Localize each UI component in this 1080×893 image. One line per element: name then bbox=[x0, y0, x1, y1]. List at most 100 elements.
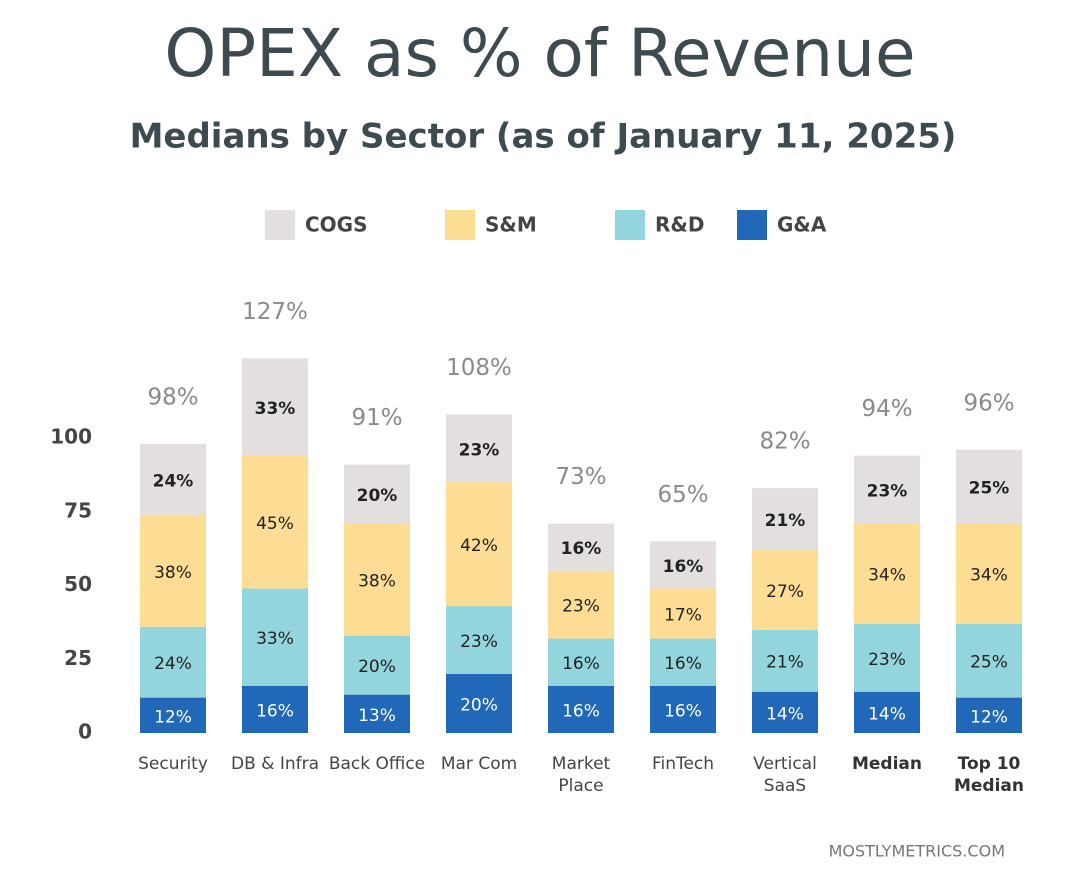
data-label: 27% bbox=[766, 582, 804, 602]
bar-segment bbox=[344, 523, 410, 636]
data-label: 16% bbox=[562, 701, 600, 721]
bar-segment bbox=[956, 449, 1022, 524]
data-label: 23% bbox=[867, 482, 908, 502]
y-tick-label: 100 bbox=[50, 425, 92, 449]
bar-segment bbox=[752, 550, 818, 630]
x-tick-label: Security bbox=[138, 754, 208, 774]
bar-segment bbox=[548, 685, 614, 733]
data-label: 38% bbox=[154, 563, 192, 583]
data-label: 16% bbox=[561, 539, 602, 559]
y-tick-label: 75 bbox=[64, 498, 92, 522]
total-label: 108% bbox=[446, 355, 512, 381]
data-label: 34% bbox=[970, 566, 1008, 586]
data-label: 17% bbox=[664, 606, 702, 626]
total-label: 96% bbox=[963, 390, 1014, 416]
legend-swatch bbox=[265, 210, 295, 240]
data-label: 42% bbox=[460, 536, 498, 556]
bar-segment bbox=[854, 691, 920, 733]
data-label: 16% bbox=[256, 701, 294, 721]
data-label: 23% bbox=[460, 632, 498, 652]
source: MOSTLYMETRICS.COM bbox=[829, 842, 1005, 861]
x-tick-label: Back Office bbox=[328, 754, 426, 774]
bar-segment bbox=[548, 570, 614, 639]
data-label: 25% bbox=[970, 653, 1008, 673]
bar-segment bbox=[956, 523, 1022, 624]
y-tick-label: 25 bbox=[64, 646, 92, 670]
bar-segment bbox=[242, 588, 308, 686]
bar-segment bbox=[956, 623, 1022, 698]
legend-label: G&A bbox=[777, 213, 827, 237]
bar-segment bbox=[548, 523, 614, 571]
total-label: 91% bbox=[351, 405, 402, 431]
x-tick-label: Top 10 Median bbox=[953, 754, 1025, 796]
data-label: 25% bbox=[969, 479, 1010, 499]
x-tick-label: Median bbox=[851, 754, 923, 774]
total-label: 65% bbox=[657, 482, 708, 508]
data-label: 13% bbox=[358, 706, 396, 726]
bar-segment bbox=[344, 464, 410, 524]
data-label: 45% bbox=[256, 514, 294, 534]
x-tick-label: Vertical SaaS bbox=[753, 754, 817, 796]
total-label: 73% bbox=[555, 464, 606, 490]
bar-segment bbox=[242, 455, 308, 589]
data-label: 33% bbox=[256, 629, 294, 649]
data-label: 16% bbox=[562, 654, 600, 674]
bar-segment bbox=[752, 691, 818, 733]
bar-segment bbox=[446, 606, 512, 674]
data-label: 23% bbox=[459, 440, 500, 460]
bar-segment bbox=[752, 488, 818, 551]
bar-segment bbox=[854, 523, 920, 624]
data-label: 20% bbox=[460, 696, 498, 716]
total-label: 127% bbox=[242, 299, 308, 325]
data-label: 21% bbox=[766, 653, 804, 673]
bar-segment bbox=[140, 626, 206, 698]
bar-segment bbox=[242, 358, 308, 456]
x-tick-label: FinTech bbox=[651, 754, 715, 774]
data-label: 38% bbox=[358, 572, 396, 592]
bar-segment bbox=[446, 482, 512, 607]
bar-segment bbox=[140, 697, 206, 733]
legend-label: COGS bbox=[305, 213, 368, 237]
data-label: 16% bbox=[663, 557, 704, 577]
data-label: 14% bbox=[868, 704, 906, 724]
bar-segment bbox=[650, 588, 716, 639]
bar-segment bbox=[548, 638, 614, 686]
legend-swatch bbox=[445, 210, 475, 240]
data-label: 16% bbox=[664, 654, 702, 674]
x-tick-label: DB & Infra bbox=[231, 754, 319, 774]
bar-segment bbox=[650, 541, 716, 589]
legend-label: R&D bbox=[655, 213, 704, 237]
data-label: 20% bbox=[358, 657, 396, 677]
data-label: 12% bbox=[154, 707, 192, 727]
bar-segment bbox=[242, 685, 308, 733]
data-label: 34% bbox=[868, 566, 906, 586]
data-label: 20% bbox=[357, 486, 398, 506]
y-tick-label: 0 bbox=[78, 720, 92, 744]
data-label: 14% bbox=[766, 704, 804, 724]
total-label: 98% bbox=[147, 384, 198, 410]
bar-segment bbox=[650, 685, 716, 733]
bar-segment bbox=[650, 638, 716, 686]
total-label: 94% bbox=[861, 396, 912, 422]
bar-segment bbox=[344, 635, 410, 695]
data-label: 12% bbox=[970, 707, 1008, 727]
bar-segment bbox=[140, 514, 206, 627]
bar-segment bbox=[956, 697, 1022, 733]
x-tick-label: Mar Com bbox=[440, 754, 518, 774]
data-label: 16% bbox=[664, 701, 702, 721]
bar-segment bbox=[446, 414, 512, 483]
chart-title: OPEX as % of Revenue bbox=[164, 15, 915, 92]
data-label: 24% bbox=[154, 654, 192, 674]
data-label: 24% bbox=[153, 471, 194, 491]
legend-label: S&M bbox=[485, 213, 537, 237]
data-label: 33% bbox=[255, 399, 296, 419]
bar-segment bbox=[854, 623, 920, 692]
bar-segment bbox=[752, 629, 818, 692]
legend-swatch bbox=[737, 210, 767, 240]
x-tick-label: Market Place bbox=[551, 754, 611, 796]
bar-segment bbox=[140, 443, 206, 515]
data-label: 23% bbox=[562, 597, 600, 617]
legend-swatch bbox=[615, 210, 645, 240]
bar-segment bbox=[446, 674, 512, 733]
